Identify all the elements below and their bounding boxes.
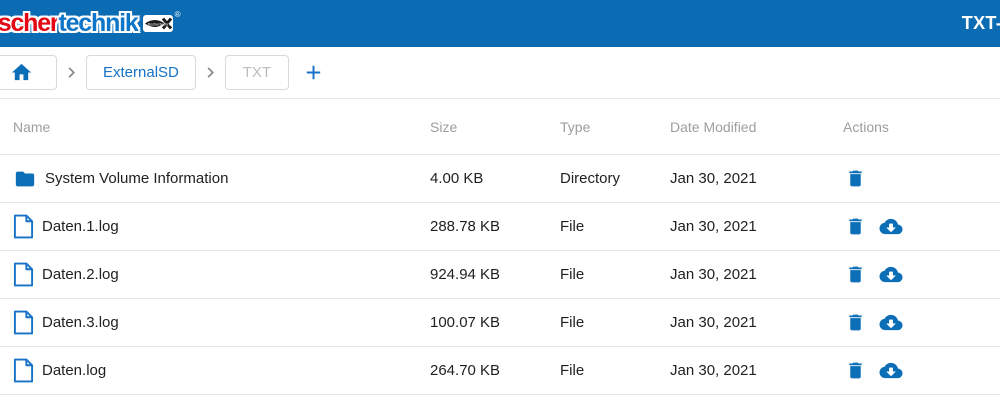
file-name: Daten.3.log (42, 314, 119, 331)
registered-mark: ® (174, 10, 181, 19)
file-size: 924.94 KB (430, 266, 501, 283)
column-header-date-modified: Date Modified (670, 118, 757, 135)
svg-text:fischertechnik: fischertechnik (148, 22, 172, 27)
file-name: System Volume Information (45, 170, 229, 187)
add-button[interactable] (302, 61, 325, 84)
file-type: File (560, 218, 585, 235)
breadcrumb-item-externalsd[interactable]: ExternalSD (86, 55, 196, 90)
trash-icon (845, 264, 866, 285)
logo-text-technik: technik (58, 9, 138, 37)
download-button[interactable] (877, 311, 905, 334)
trash-icon (845, 312, 866, 333)
file-date: Jan 30, 2021 (670, 218, 757, 235)
file-size: 4.00 KB (430, 170, 484, 187)
delete-button[interactable] (845, 264, 866, 285)
logo-text-fischer: ischer (0, 9, 60, 37)
file-type: File (560, 362, 585, 379)
file-name: Daten.1.log (42, 218, 119, 235)
file-size: 288.78 KB (430, 218, 501, 235)
cloud-download-icon (877, 215, 905, 238)
delete-button[interactable] (845, 168, 866, 189)
logo-text: ischertechnik (0, 0, 139, 47)
top-bar: ischertechnik fischertechnik ® TXT- (0, 0, 1000, 47)
file-icon (13, 214, 34, 239)
fischertechnik-fish-badge-icon: fischertechnik (142, 15, 173, 32)
device-name: TXT- (961, 13, 1000, 33)
table-body: System Volume Information 4.00 KB Direct… (0, 155, 1000, 395)
file-name: Daten.2.log (42, 266, 119, 283)
plus-icon (302, 61, 325, 84)
file-date: Jan 30, 2021 (670, 362, 757, 379)
column-header-size: Size (430, 118, 458, 135)
trash-icon (845, 360, 866, 381)
cloud-download-icon (877, 359, 905, 382)
table-row[interactable]: System Volume Information 4.00 KB Direct… (0, 155, 1000, 203)
table-row[interactable]: Daten.1.log 288.78 KB File Jan 30, 2021 (0, 203, 1000, 251)
chevron-right-icon (200, 62, 221, 83)
file-type: File (560, 266, 585, 283)
cloud-download-icon (877, 311, 905, 334)
file-icon (13, 262, 34, 287)
file-icon (13, 310, 34, 335)
file-date: Jan 30, 2021 (670, 170, 757, 187)
download-button[interactable] (877, 359, 905, 382)
folder-icon (13, 168, 37, 190)
file-type: File (560, 314, 585, 331)
cloud-download-icon (877, 263, 905, 286)
table-row[interactable]: Daten.3.log 100.07 KB File Jan 30, 2021 (0, 299, 1000, 347)
file-type: Directory (560, 170, 621, 187)
breadcrumb: ExternalSD TXT (0, 47, 1000, 99)
fischertechnik-logo: ischertechnik fischertechnik ® (0, 0, 181, 47)
column-header-name: Name (13, 118, 51, 135)
file-date: Jan 30, 2021 (670, 314, 757, 331)
breadcrumb-home-button[interactable] (0, 55, 57, 90)
table-row[interactable]: Daten.2.log 924.94 KB File Jan 30, 2021 (0, 251, 1000, 299)
table-row[interactable]: Daten.log 264.70 KB File Jan 30, 2021 (0, 347, 1000, 395)
file-icon (13, 358, 34, 383)
file-size: 264.70 KB (430, 362, 501, 379)
trash-icon (845, 216, 866, 237)
download-button[interactable] (877, 263, 905, 286)
file-table: Name Size Type Date Modified Actions Sys… (0, 99, 1000, 395)
column-header-actions: Actions (843, 118, 889, 135)
table-header: Name Size Type Date Modified Actions (0, 99, 1000, 155)
file-date: Jan 30, 2021 (670, 266, 757, 283)
trash-icon (845, 168, 866, 189)
delete-button[interactable] (845, 216, 866, 237)
file-name: Daten.log (42, 362, 107, 379)
chevron-right-icon (61, 62, 82, 83)
file-size: 100.07 KB (430, 314, 501, 331)
column-header-type: Type (560, 118, 591, 135)
home-icon (10, 61, 33, 84)
download-button[interactable] (877, 215, 905, 238)
delete-button[interactable] (845, 360, 866, 381)
delete-button[interactable] (845, 312, 866, 333)
breadcrumb-item-txt[interactable]: TXT (224, 55, 289, 90)
